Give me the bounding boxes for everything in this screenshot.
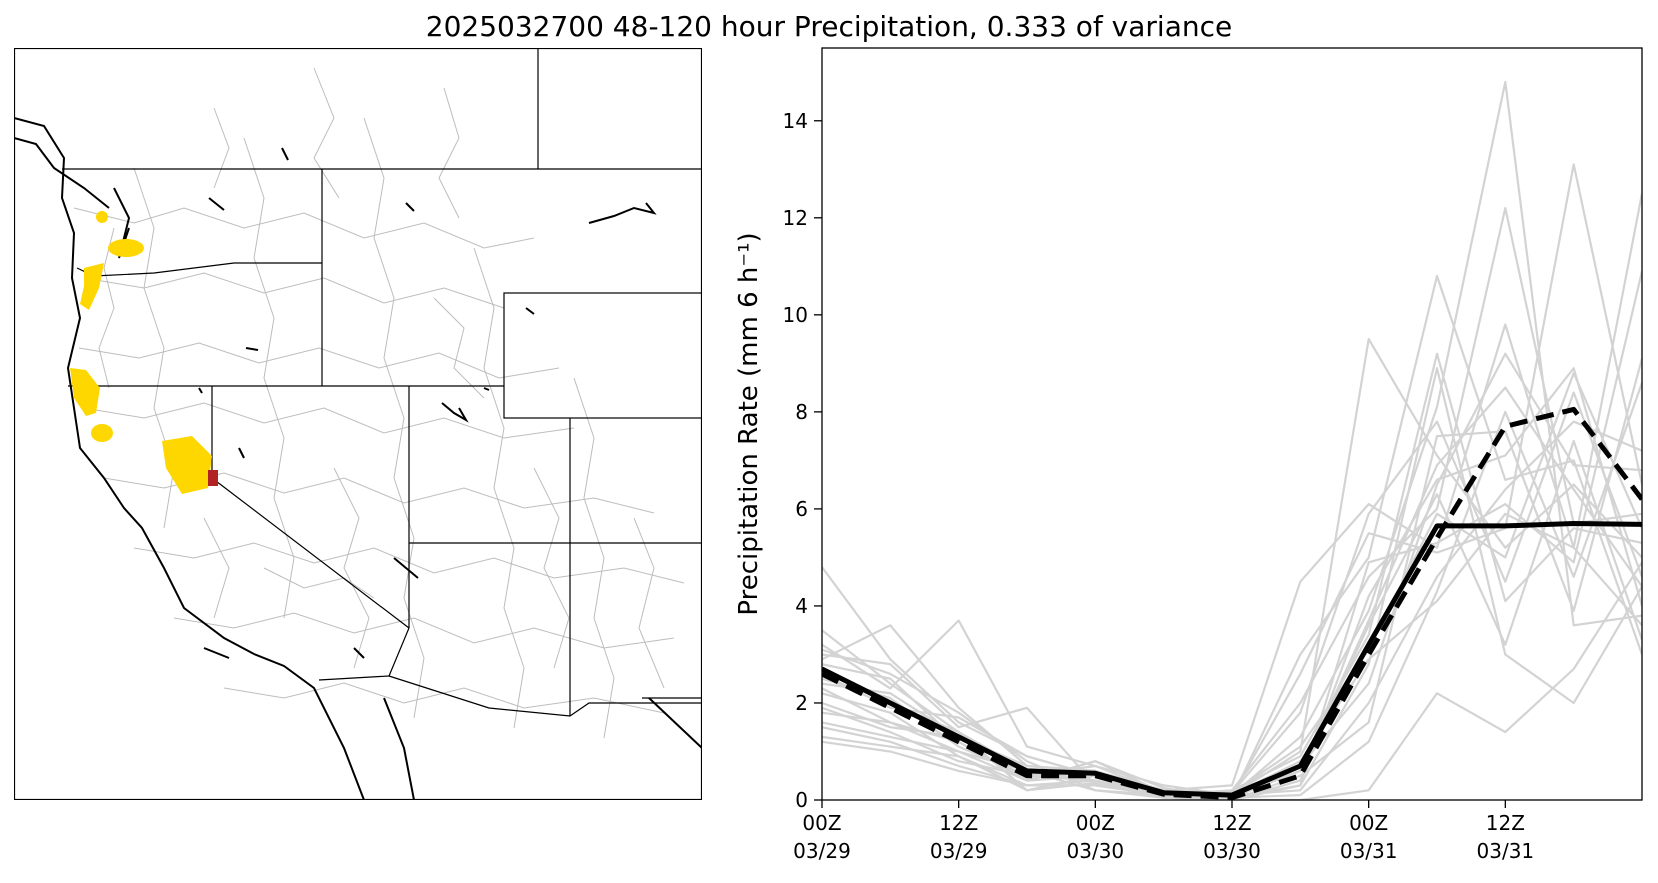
highlighted-basins (70, 211, 212, 494)
y-tick-label: 12 (783, 206, 808, 230)
ensemble-member-line-21 (822, 439, 1642, 799)
y-tick-label: 14 (783, 109, 808, 133)
ensemble-member-line-16 (822, 358, 1642, 800)
western-us-map (13, 47, 703, 801)
ensemble-member-line-2 (822, 193, 1642, 792)
x-tick-label-date: 03/29 (930, 839, 988, 863)
ensemble-member-line-9 (822, 163, 1642, 797)
x-tick-label-date: 03/31 (1477, 839, 1535, 863)
x-tick-label-date: 03/31 (1340, 839, 1398, 863)
y-tick-label: 2 (795, 691, 808, 715)
y-tick-label: 0 (795, 788, 808, 812)
dashed-reference-line (822, 406, 1642, 800)
x-tick-label-time: 12Z (1212, 811, 1251, 835)
x-tick-label-time: 00Z (1349, 811, 1388, 835)
y-tick-label: 8 (795, 400, 808, 424)
ensemble-member-line-14 (822, 420, 1642, 797)
x-tick-label-time: 12Z (1486, 811, 1525, 835)
ensemble-member-line-19 (822, 561, 1642, 800)
x-tick-label-date: 03/30 (1203, 839, 1261, 863)
y-tick-label: 6 (795, 497, 808, 521)
coastline (14, 117, 702, 800)
x-tick-label-date: 03/30 (1067, 839, 1125, 863)
y-tick-label: 10 (783, 303, 808, 327)
x-tick-label-date: 03/29 (793, 839, 851, 863)
ensemble-member-line-8 (822, 207, 1642, 797)
ensemble-member-line-18 (822, 512, 1642, 797)
y-axis-label: Precipitation Rate (mm 6 h⁻¹) (734, 232, 764, 615)
state-borders (62, 48, 702, 717)
x-tick-label-time: 00Z (802, 811, 841, 835)
y-tick-label: 4 (795, 594, 808, 618)
x-tick-label-time: 00Z (1076, 811, 1115, 835)
figure-title: 2025032700 48-120 hour Precipitation, 0.… (425, 10, 1233, 43)
selected-basin-marker (208, 470, 218, 486)
x-tick-label-time: 12Z (939, 811, 978, 835)
